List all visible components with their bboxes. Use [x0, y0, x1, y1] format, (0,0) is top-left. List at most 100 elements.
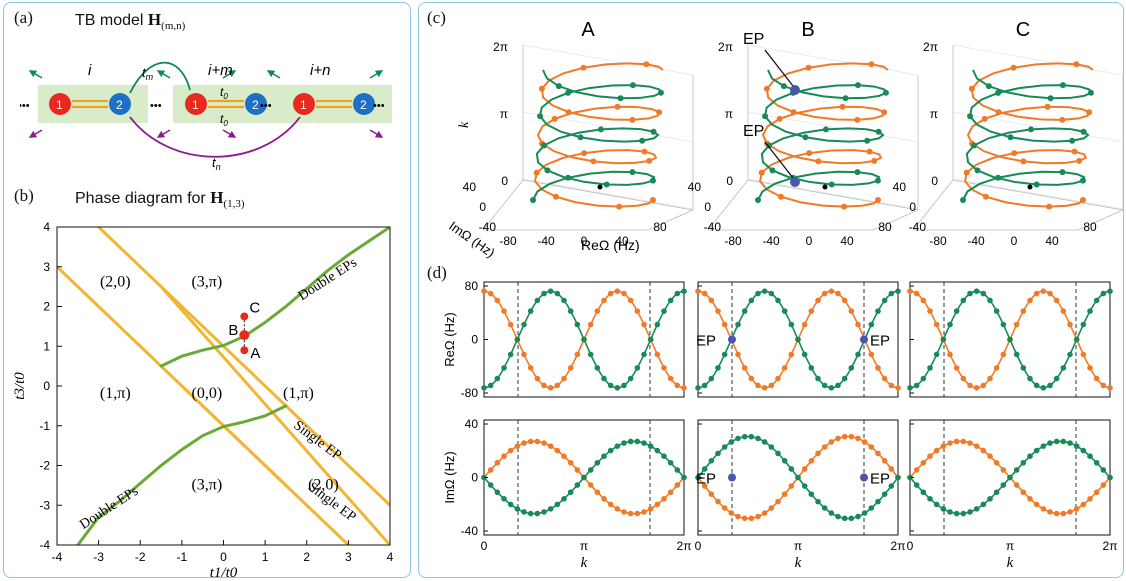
- band-green-point: [835, 382, 841, 389]
- re-tick-label: 40: [615, 234, 629, 248]
- band-orange-point: [1053, 510, 1060, 517]
- band-green-point: [627, 375, 634, 382]
- band-orange-point: [1067, 509, 1073, 515]
- band-green-point: [544, 167, 551, 174]
- band-orange-point: [567, 365, 574, 371]
- band-orange-point: [980, 382, 987, 389]
- band-orange-point: [781, 365, 788, 371]
- band-orange-point: [741, 365, 748, 371]
- band-green-point: [541, 290, 547, 297]
- y-axis-label: t3/t0: [12, 372, 28, 400]
- ep-label-3d: EP: [743, 123, 764, 140]
- hop-green-arrow-5: [266, 70, 281, 79]
- y-tick-label: 0: [43, 379, 50, 393]
- band-orange-point: [968, 85, 975, 92]
- phase-boundary-line: [159, 285, 390, 545]
- band-orange-point: [594, 489, 601, 496]
- band-orange-point: [907, 288, 913, 295]
- hop-purple-arrow-3: [222, 129, 237, 138]
- band-orange-point: [815, 158, 822, 165]
- band-orange-point: [614, 103, 621, 110]
- band-green-point: [587, 467, 594, 473]
- im-omega-plot: 400-400 π 2πk: [461, 417, 692, 571]
- band-orange-point: [841, 433, 848, 440]
- band-orange-point: [806, 150, 813, 157]
- band-green-point: [1087, 89, 1094, 96]
- band-green-point: [1053, 375, 1060, 382]
- band-green-point: [561, 297, 567, 304]
- panel-a-title: TB model H(m,n): [75, 10, 185, 32]
- y-tick-label: -80: [461, 386, 479, 400]
- band-green-point: [841, 515, 848, 522]
- ep-marker: [728, 473, 736, 482]
- band-green-point: [667, 459, 674, 466]
- re-tick-label: -40: [537, 234, 555, 248]
- band-orange-point: [1093, 375, 1100, 382]
- band-green-point: [667, 297, 674, 304]
- band-orange-point: [995, 109, 1002, 116]
- band-green-point: [603, 181, 610, 188]
- band-orange-point: [1087, 495, 1093, 502]
- band-green-point: [674, 467, 681, 473]
- band-orange-point: [1020, 158, 1027, 165]
- band-green-point: [735, 321, 741, 328]
- band-green-point: [933, 501, 940, 508]
- band-orange-point: [1067, 321, 1073, 328]
- k-tick-label: 2π: [718, 40, 733, 54]
- band-orange-point: [554, 447, 561, 454]
- band-orange-point: [777, 193, 784, 200]
- band-orange-point: [875, 450, 881, 457]
- band-orange-point: [875, 197, 881, 203]
- band-orange-point: [775, 498, 781, 505]
- re-omega-axis-label: ReΩ (Hz): [442, 312, 457, 367]
- band-orange-point: [808, 458, 815, 464]
- band-green-point: [601, 453, 607, 460]
- band-green-point: [621, 440, 627, 446]
- band-green-point: [565, 89, 572, 96]
- panel-b-title-sub: (1,3): [223, 198, 245, 211]
- band-green-point: [721, 444, 728, 450]
- band-green-point: [971, 142, 978, 149]
- band-orange-point: [501, 308, 507, 314]
- band-green-point: [875, 128, 882, 135]
- band-orange-point: [1076, 157, 1083, 164]
- band-orange-point: [561, 375, 567, 382]
- band-green-point: [1100, 290, 1107, 297]
- column-title-c: C: [1016, 19, 1030, 41]
- panel-a-title-sub: (m,n): [161, 20, 186, 33]
- band-orange-point: [494, 297, 501, 304]
- band-orange-point: [647, 506, 654, 512]
- band-green-point: [967, 290, 973, 297]
- band-orange-point: [788, 351, 795, 358]
- k-tick-label: 2π: [493, 40, 508, 54]
- band-orange-point: [875, 365, 881, 371]
- band-green-point: [855, 513, 861, 520]
- band-green-point: [881, 491, 888, 497]
- re-tick-label: 0: [806, 234, 813, 248]
- band-green-point: [647, 443, 654, 449]
- band-green-point: [848, 365, 855, 371]
- band-orange-point: [776, 115, 783, 122]
- band-green-point: [715, 450, 721, 457]
- x-tick-label: -3: [93, 550, 104, 564]
- band-green-point: [1060, 438, 1067, 445]
- band-green-point: [808, 491, 815, 497]
- band-green-point: [554, 501, 561, 508]
- band-orange-point: [854, 116, 861, 123]
- k-tick-label: 2π: [923, 40, 938, 54]
- band-orange-point: [521, 351, 527, 358]
- band-orange-point: [1080, 197, 1086, 203]
- point-label: C: [249, 299, 260, 316]
- band-orange-point: [534, 438, 541, 445]
- node-label: 2: [252, 98, 259, 112]
- band-green-point: [530, 197, 536, 203]
- band-orange-point: [735, 513, 741, 520]
- band-green-point: [1027, 375, 1033, 382]
- band-orange-point: [1010, 64, 1017, 71]
- band-green-point: [1000, 482, 1007, 488]
- band-green-point: [927, 495, 933, 502]
- site-label-i: i: [88, 62, 92, 79]
- hop-purple-arrow-4: [369, 129, 384, 138]
- re-tick-label: -80: [724, 234, 742, 248]
- band-orange-point: [805, 64, 812, 71]
